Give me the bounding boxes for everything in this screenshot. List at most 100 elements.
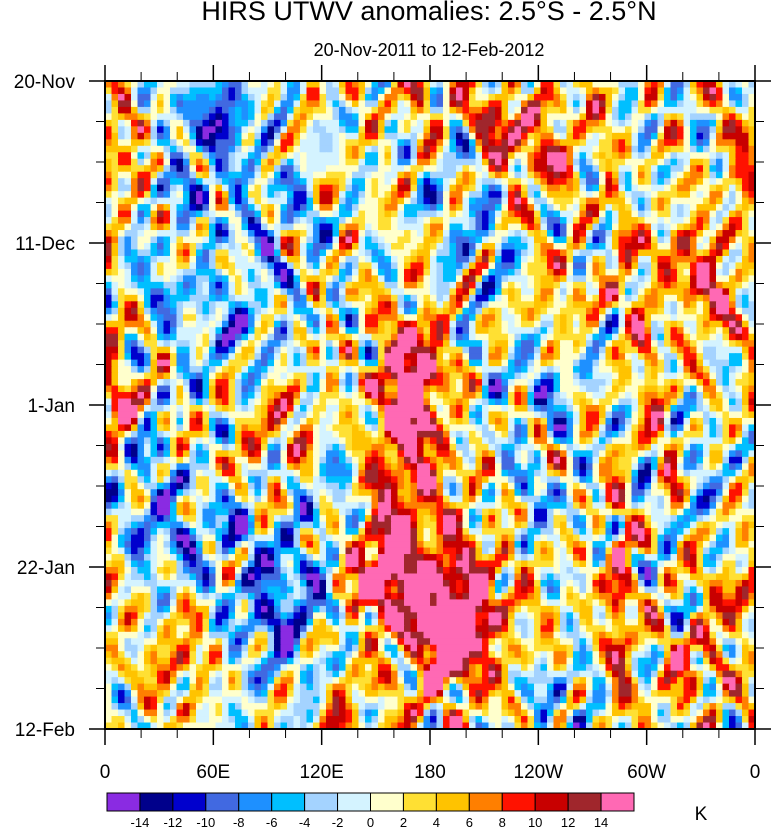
field-cell <box>235 178 243 186</box>
field-cell <box>677 178 685 186</box>
field-cell <box>709 139 717 147</box>
field-cell <box>105 353 113 361</box>
field-cell <box>215 340 223 348</box>
field-cell <box>196 223 204 231</box>
field-cell <box>202 165 210 173</box>
field-cell <box>430 93 438 102</box>
field-cell <box>235 158 243 166</box>
field-cell <box>638 327 646 335</box>
field-cell <box>670 178 678 186</box>
field-cell <box>690 353 698 361</box>
field-cell <box>111 255 119 264</box>
field-cell <box>345 178 353 186</box>
field-cell <box>469 106 477 114</box>
field-cell <box>586 132 594 140</box>
field-cell <box>677 230 685 238</box>
field-cell <box>105 333 113 341</box>
field-cell <box>508 333 516 341</box>
field-cell <box>358 106 366 114</box>
field-cell <box>345 281 353 289</box>
field-cell <box>657 262 665 270</box>
field-cell <box>404 81 412 89</box>
field-cell <box>612 249 620 257</box>
field-cell <box>735 372 743 380</box>
field-cell <box>690 132 698 140</box>
field-cell <box>612 320 620 328</box>
field-cell <box>716 262 724 270</box>
field-cell <box>677 243 685 251</box>
field-cell <box>300 223 308 231</box>
field-cell <box>657 340 665 348</box>
field-cell <box>670 113 678 121</box>
field-cell <box>417 184 425 192</box>
field-cell <box>605 93 613 102</box>
field-cell <box>722 132 730 140</box>
field-cell <box>202 275 210 283</box>
field-cell <box>625 314 633 322</box>
field-cell <box>391 359 399 367</box>
field-cell <box>410 191 418 199</box>
field-cell <box>709 307 717 315</box>
field-cell <box>209 281 217 289</box>
field-cell <box>384 87 392 95</box>
field-cell <box>716 359 724 367</box>
field-cell <box>657 249 665 257</box>
field-cell <box>625 132 633 140</box>
field-cell <box>397 100 405 108</box>
field-cell <box>131 314 139 322</box>
field-cell <box>358 113 366 121</box>
field-cell <box>378 217 386 225</box>
field-cell <box>345 230 353 238</box>
field-cell <box>735 327 743 335</box>
field-cell <box>690 184 698 192</box>
field-cell <box>170 236 178 244</box>
field-cell <box>690 87 698 95</box>
field-cell <box>547 268 555 276</box>
field-cell <box>586 346 594 354</box>
field-cell <box>300 346 308 354</box>
field-cell <box>462 346 470 354</box>
field-cell <box>352 100 360 108</box>
field-cell <box>339 249 347 257</box>
field-cell <box>456 366 464 374</box>
field-cell <box>683 392 691 400</box>
field-cell <box>131 197 139 205</box>
field-cell <box>163 385 171 393</box>
field-cell <box>384 255 392 264</box>
field-cell <box>573 243 581 251</box>
field-cell <box>683 346 691 354</box>
field-cell <box>131 210 139 218</box>
field-cell <box>215 288 223 296</box>
field-cell <box>495 262 503 270</box>
field-cell <box>176 262 184 270</box>
field-cell <box>157 236 165 244</box>
field-cell <box>365 398 373 406</box>
field-cell <box>592 197 600 205</box>
field-cell <box>495 281 503 289</box>
field-cell <box>651 249 659 257</box>
field-cell <box>514 184 522 192</box>
field-cell <box>566 385 574 393</box>
field-cell <box>378 171 386 179</box>
field-cell <box>670 243 678 251</box>
field-cell <box>631 132 639 140</box>
field-cell <box>599 340 607 348</box>
field-cell <box>664 204 672 212</box>
field-cell <box>254 93 262 102</box>
field-cell <box>664 385 672 393</box>
field-cell <box>352 372 360 380</box>
field-cell <box>449 314 457 322</box>
field-cell <box>209 275 217 283</box>
field-cell <box>540 126 548 134</box>
field-cell <box>254 165 262 173</box>
field-cell <box>657 184 665 192</box>
field-cell <box>176 340 184 348</box>
field-cell <box>657 139 665 147</box>
field-cell <box>677 158 685 166</box>
field-cell <box>384 392 392 400</box>
field-cell <box>586 178 594 186</box>
field-cell <box>131 204 139 212</box>
field-cell <box>514 165 522 173</box>
field-cell <box>300 359 308 367</box>
field-cell <box>339 171 347 179</box>
